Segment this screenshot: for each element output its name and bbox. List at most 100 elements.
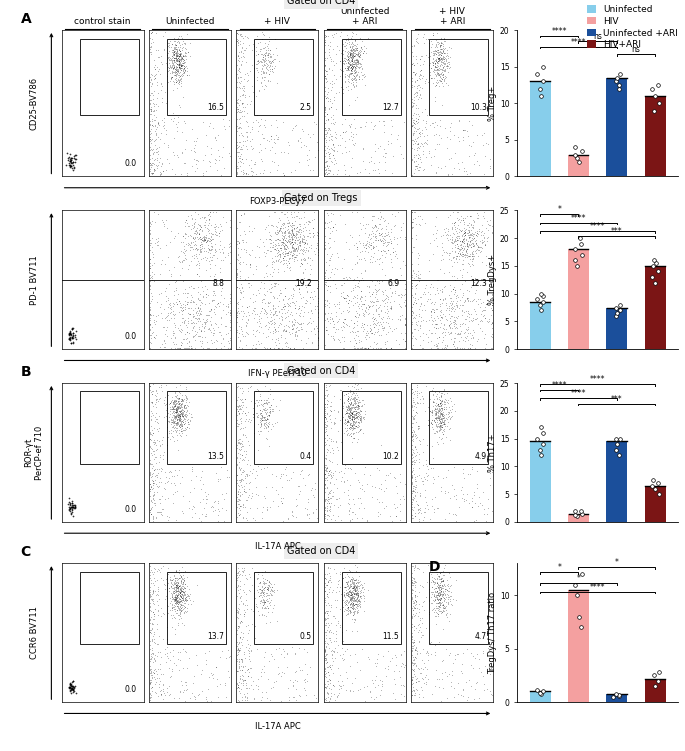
Point [438,47,449,59]
Point [278,169,289,181]
Point [534,686,545,698]
Point [162,421,173,433]
Point [445,302,456,314]
Point [378,322,389,334]
Point [235,264,246,276]
Point [169,63,180,75]
Point [149,332,160,344]
Point [181,333,192,345]
Point [173,322,184,334]
Point [149,610,160,622]
Point [253,587,264,599]
Point [232,54,243,66]
Point [217,247,228,259]
Point [256,414,267,426]
Point [148,35,159,47]
Point [232,612,243,624]
Point [256,294,267,306]
Text: Gated on CD4: Gated on CD4 [287,366,356,376]
Point [169,61,179,73]
Point [320,399,331,411]
Point [210,505,221,517]
Point [324,632,335,644]
Point [428,602,439,614]
Point [387,287,398,299]
Point [350,605,361,617]
Point [412,391,423,403]
Point [185,411,196,423]
Point [168,409,179,421]
Point [351,599,362,611]
Point [399,300,410,312]
Point [322,300,333,312]
Point [270,333,281,345]
Point [304,252,315,264]
Point [232,268,242,280]
Bar [645,96,666,176]
Point [323,83,334,95]
Point [169,43,179,55]
Point [321,276,332,288]
Point [351,44,362,56]
Point [435,594,446,606]
Point [242,670,253,682]
Point [379,236,390,248]
Point [438,574,449,586]
Point [188,243,199,255]
Point [348,274,359,286]
Point [234,602,245,614]
Point [256,407,266,419]
Point [328,333,339,345]
Point [346,392,357,404]
Point [214,651,225,663]
Point [321,407,332,419]
Point [412,421,423,433]
Point [360,461,371,473]
Point [351,405,362,417]
Point [320,478,331,490]
Point [457,134,468,146]
Point [575,505,586,517]
Point [347,400,358,412]
Point [413,462,424,474]
Point [431,585,442,597]
Point [478,227,489,239]
Point [152,672,163,684]
Point [442,406,453,418]
Point [250,302,261,314]
Point [352,399,363,411]
Point [325,484,336,496]
Point [174,400,185,412]
Point [283,258,294,270]
Point [261,692,272,704]
Point [277,324,288,336]
Point [423,47,434,59]
Point [473,241,484,253]
Point [321,256,332,268]
Point [233,461,244,473]
Point [273,133,284,145]
Point [421,73,432,85]
Point [379,146,390,158]
Point [345,125,356,137]
Point [216,224,227,236]
Point [232,496,243,508]
Point [454,114,465,126]
Point [265,388,276,400]
Point [259,593,270,605]
Point [145,128,155,140]
Point [449,228,460,240]
Point [178,333,189,345]
Point [177,590,188,602]
Point [171,43,182,55]
Point [178,575,189,587]
Point [414,88,425,100]
Point [298,139,309,151]
Point [278,237,289,249]
Point [417,514,428,526]
Point [192,292,203,304]
Point [174,593,185,605]
Point [341,47,352,59]
Point [234,664,245,676]
Point [376,318,387,330]
